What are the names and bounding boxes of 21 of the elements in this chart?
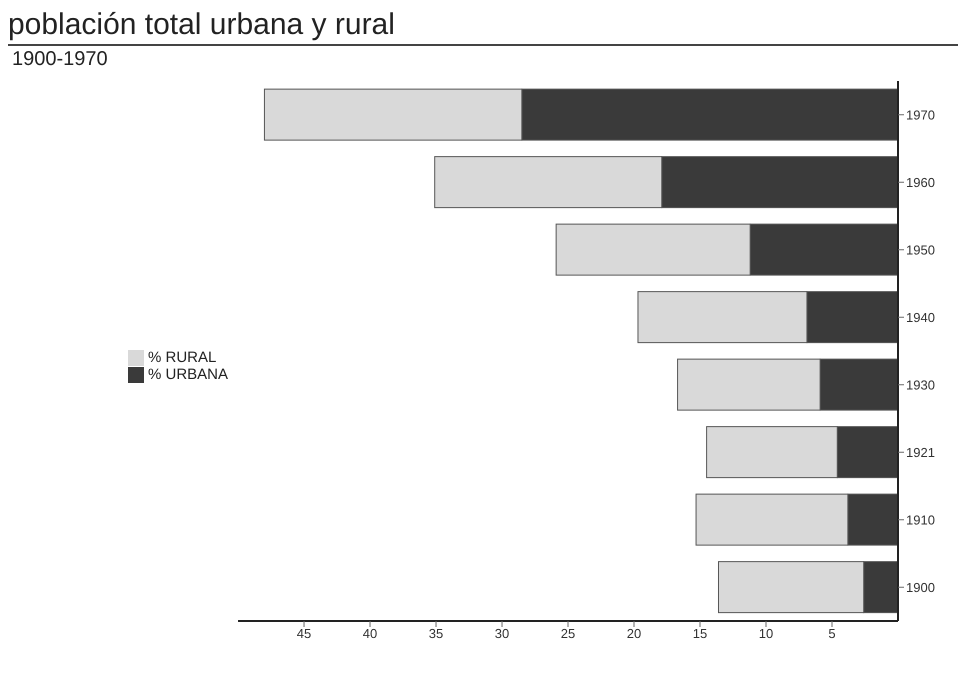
legend-label: % RURAL <box>148 348 216 366</box>
x-tick-label: 20 <box>626 626 642 642</box>
y-tick-label: 1930 <box>906 377 935 392</box>
x-tick-label: 45 <box>296 626 312 642</box>
legend-label: % URBANA <box>148 366 228 383</box>
y-tick-label: 1921 <box>906 444 935 460</box>
x-tick-label: 30 <box>494 626 510 642</box>
y-tick-label: 1900 <box>906 580 935 595</box>
x-tick-label: 25 <box>560 626 576 642</box>
x-tick-label: 5 <box>828 626 836 642</box>
x-tick-label: 35 <box>428 626 444 642</box>
chart-title: población total urbana y rural <box>8 8 958 46</box>
text: 1900-1970 <box>12 48 109 71</box>
y-tick-label: 1950 <box>906 242 935 258</box>
y-tick-label: 1940 <box>906 310 935 325</box>
y-tick-label: 1910 <box>906 512 935 528</box>
y-tick-label: 1970 <box>906 107 935 122</box>
y-tick-label: 1960 <box>906 174 935 190</box>
x-tick-label: 10 <box>758 626 774 642</box>
x-tick-label: 15 <box>692 626 708 642</box>
x-tick-label: 40 <box>362 626 378 642</box>
